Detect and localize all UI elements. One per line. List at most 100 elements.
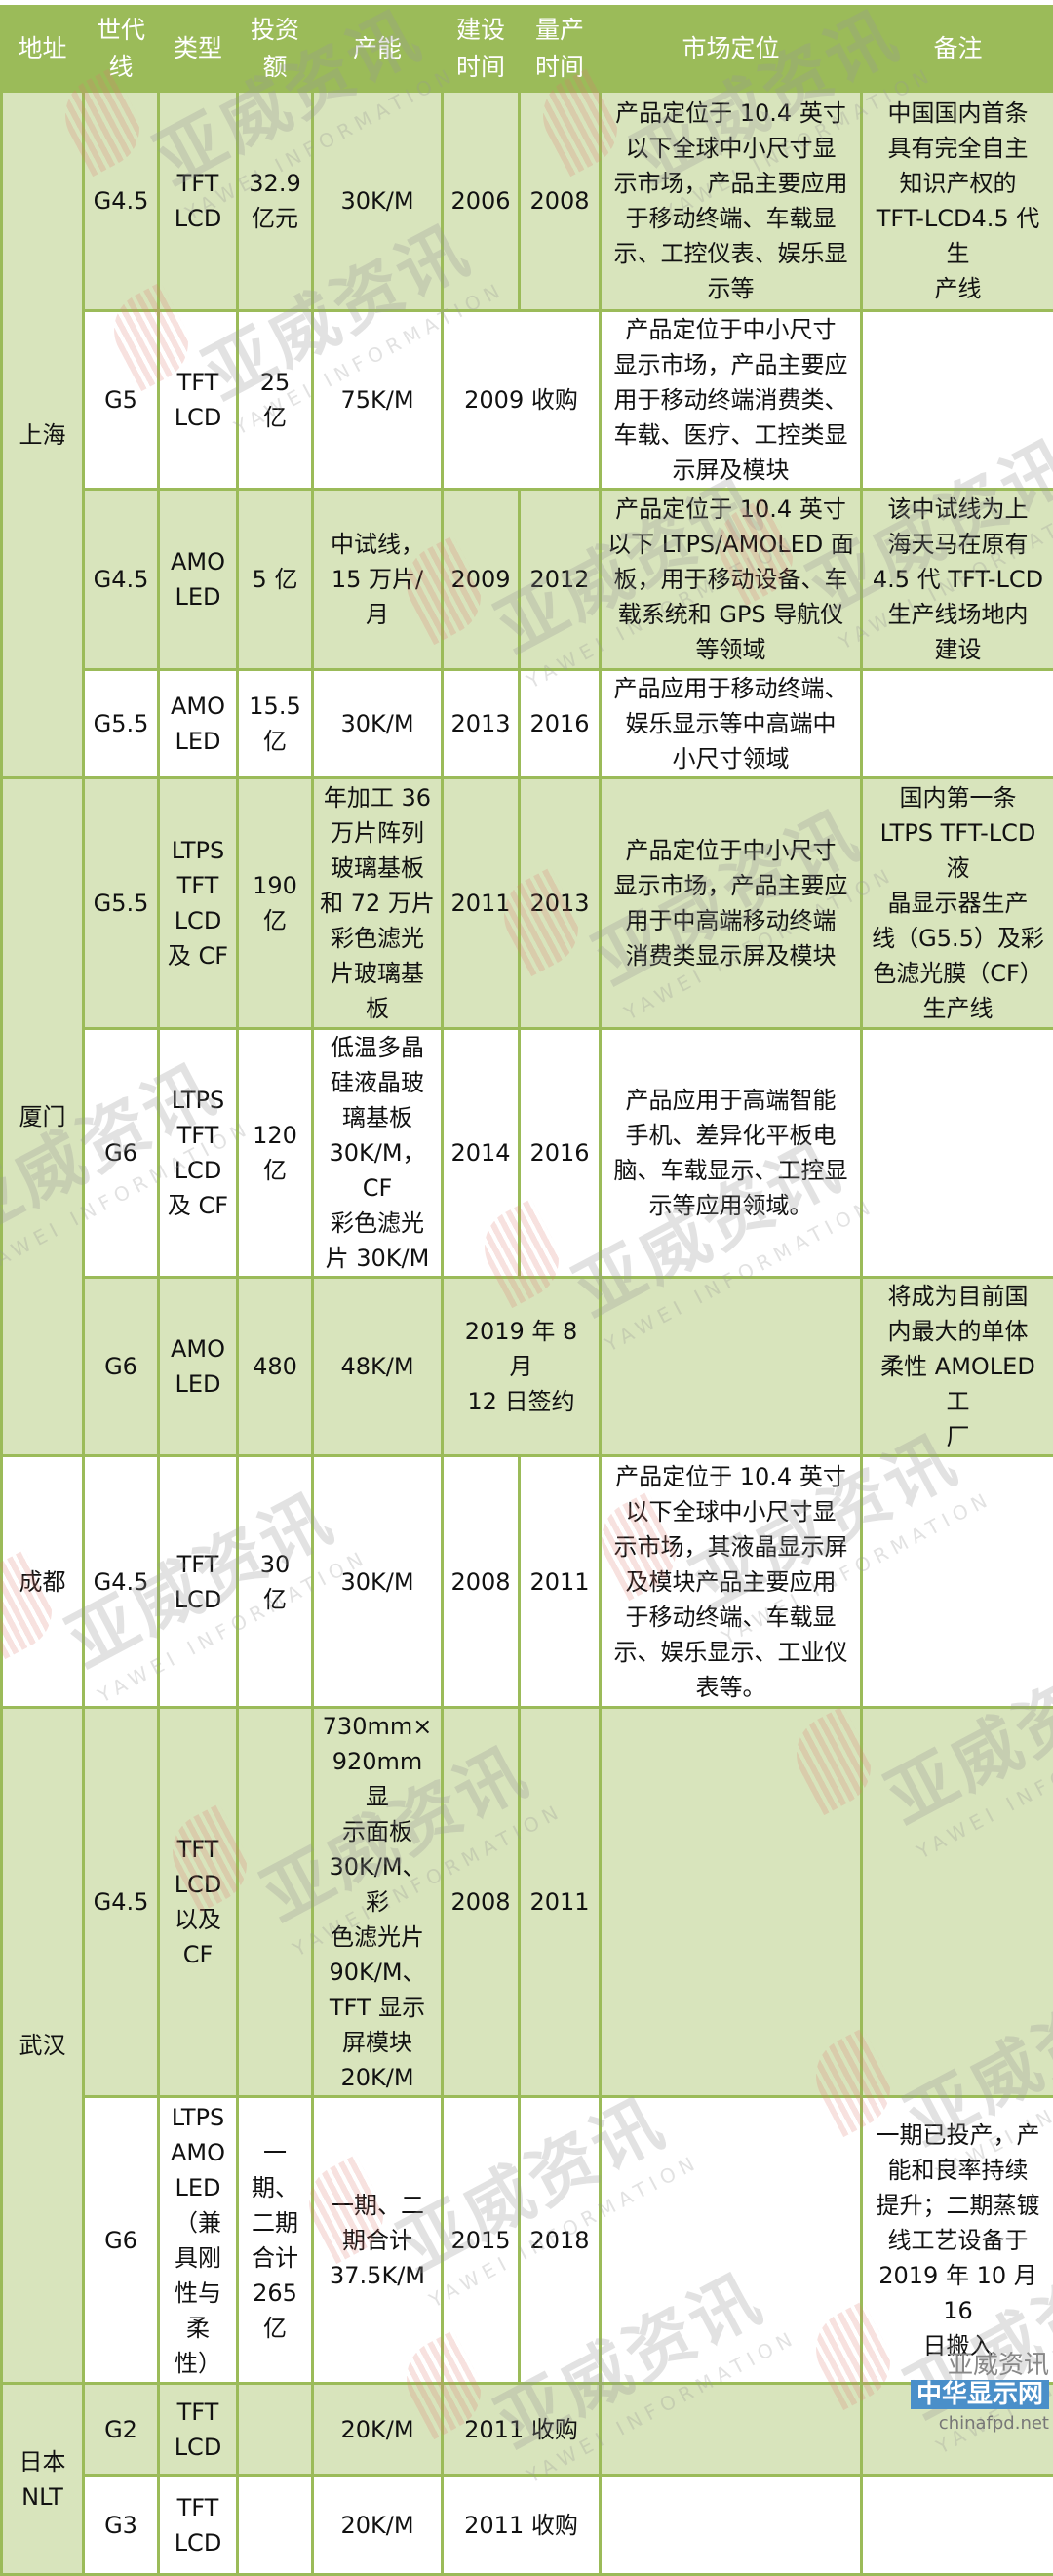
header-mass-production-time: 量产 时间: [520, 7, 601, 92]
cell-remarks: [862, 2476, 1053, 2575]
cell-market-positioning: 产品定位于中小尺寸 显示市场，产品主要应 用于中高端移动终端 消费类显示屏及模块: [601, 778, 862, 1029]
cell-type: TFT LCD: [159, 92, 238, 311]
cell-remarks: 一期已投产，产 能和良率持续 提升；二期蒸镀 线工艺设备于 2019 年 10 …: [862, 2097, 1053, 2384]
cell-remarks: [862, 1029, 1053, 1278]
cell-generation: G4.5: [84, 1456, 159, 1708]
cell-mass-production-time: 2011: [520, 1708, 601, 2097]
cell-generation: G4.5: [84, 490, 159, 670]
cell-investment: 一 期、 二期 合计 265 亿: [238, 2097, 313, 2384]
cell-build-time: 2013: [443, 670, 520, 778]
cell-type: AMO LED: [159, 1278, 238, 1456]
cell-market-positioning: [601, 1708, 862, 2097]
cell-market-positioning: [601, 2476, 862, 2575]
cell-type: TFT LCD 以及 CF: [159, 1708, 238, 2097]
cell-market-positioning: [601, 2097, 862, 2384]
cell-build-time: 2014: [443, 1029, 520, 1278]
cell-type: TFT LCD: [159, 311, 238, 490]
cell-mass-production-time: 2016: [520, 670, 601, 778]
cell-mass-production-time: 2008: [520, 92, 601, 311]
cell-type: TFT LCD: [159, 2476, 238, 2575]
cell-investment: 15.5 亿: [238, 670, 313, 778]
cell-capacity: 48K/M: [313, 1278, 443, 1456]
cell-remarks: [862, 670, 1053, 778]
cell-generation: G2: [84, 2384, 159, 2476]
cell-market-positioning: 产品定位于 10.4 英寸 以下全球中小尺寸显 示市场，其液晶显示屏 及模块产品…: [601, 1456, 862, 1708]
cell-investment: 120 亿: [238, 1029, 313, 1278]
cell-build-time: 2009: [443, 490, 520, 670]
cell-capacity: 20K/M: [313, 2476, 443, 2575]
cell-address: 成都: [2, 1456, 84, 1708]
cell-generation: G3: [84, 2476, 159, 2575]
cell-capacity: 中试线， 15 万片/ 月: [313, 490, 443, 670]
site-url: chinafpd.net: [911, 2409, 1049, 2438]
header-type: 类型: [159, 7, 238, 92]
cell-address: 日本 NLT: [2, 2384, 84, 2575]
cell-market-positioning: 产品定位于中小尺寸 显示市场，产品主要应 用于移动终端消费类、 车载、医疗、工控…: [601, 311, 862, 490]
cell-type: AMO LED: [159, 490, 238, 670]
cell-generation: G6: [84, 1029, 159, 1278]
cell-build-mass-time: 2009 收购: [443, 311, 601, 490]
cell-type: TFT LCD: [159, 1456, 238, 1708]
cell-build-time: 2015: [443, 2097, 520, 2384]
cell-build-time: 2006: [443, 92, 520, 311]
cell-investment: 190 亿: [238, 778, 313, 1029]
header-address: 地址: [2, 7, 84, 92]
cell-mass-production-time: 2012: [520, 490, 601, 670]
cell-generation: G6: [84, 2097, 159, 2384]
cell-type: LTPS AMO LED （兼 具刚 性与 柔 性）: [159, 2097, 238, 2384]
cell-generation: G5.5: [84, 670, 159, 778]
cell-investment: 25 亿: [238, 311, 313, 490]
cell-build-mass-time: 2019 年 8 月 12 日签约: [443, 1278, 601, 1456]
table-header-row: 地址世代 线类型投资 额产能建设 时间量产 时间市场定位备注: [2, 7, 1053, 92]
cell-capacity: 30K/M: [313, 670, 443, 778]
cell-build-time: 2008: [443, 1456, 520, 1708]
cell-investment: [238, 2476, 313, 2575]
cell-market-positioning: 产品应用于移动终端、 娱乐显示等中高端中 小尺寸领域: [601, 670, 862, 778]
cell-mass-production-time: 2018: [520, 2097, 601, 2384]
cell-market-positioning: 产品应用于高端智能 手机、差异化平板电 脑、车载显示、工控显 示等应用领域。: [601, 1029, 862, 1278]
header-capacity: 产能: [313, 7, 443, 92]
cell-capacity: 低温多晶 硅液晶玻 璃基板 30K/M，CF 彩色滤光 片 30K/M: [313, 1029, 443, 1278]
wechat-account-label: 亚威资讯: [911, 2351, 1049, 2380]
cell-investment: [238, 2384, 313, 2476]
footer-logo: 亚威资讯 中华显示网 chinafpd.net: [911, 2351, 1049, 2438]
header-investment: 投资 额: [238, 7, 313, 92]
cell-mass-production-time: 2011: [520, 1456, 601, 1708]
cell-generation: G5.5: [84, 778, 159, 1029]
cell-build-time: 2011: [443, 778, 520, 1029]
cell-address: 上海: [2, 92, 84, 778]
cell-type: LTPS TFT LCD 及 CF: [159, 778, 238, 1029]
cell-type: AMO LED: [159, 670, 238, 778]
cell-market-positioning: 产品定位于 10.4 英寸 以下 LTPS/AMOLED 面 板，用于移动设备、…: [601, 490, 862, 670]
cell-market-positioning: [601, 1278, 862, 1456]
cell-remarks: [862, 1708, 1053, 2097]
cell-investment: 32.9 亿元: [238, 92, 313, 311]
header-build-time: 建设 时间: [443, 7, 520, 92]
header-remarks: 备注: [862, 7, 1053, 92]
cell-generation: G4.5: [84, 1708, 159, 2097]
cell-mass-production-time: 2016: [520, 1029, 601, 1278]
cell-remarks: 该中试线为上 海天马在原有 4.5 代 TFT-LCD 生产线场地内 建设: [862, 490, 1053, 670]
cell-remarks: 国内第一条 LTPS TFT-LCD 液 晶显示器生产 线（G5.5）及彩 色滤…: [862, 778, 1053, 1029]
site-name: 中华显示网: [911, 2380, 1049, 2409]
cell-investment: [238, 1708, 313, 2097]
cell-investment: 480: [238, 1278, 313, 1456]
cell-market-positioning: 产品定位于 10.4 英寸 以下全球中小尺寸显 示市场，产品主要应用 于移动终端…: [601, 92, 862, 311]
cell-capacity: 30K/M: [313, 1456, 443, 1708]
cell-build-time: 2008: [443, 1708, 520, 2097]
cell-build-mass-time: 2011 收购: [443, 2476, 601, 2575]
cell-remarks: 中国国内首条 具有完全自主 知识产权的 TFT-LCD4.5 代生 产线: [862, 92, 1053, 311]
cell-address: 武汉: [2, 1708, 84, 2384]
cell-remarks: [862, 1456, 1053, 1708]
cell-generation: G5: [84, 311, 159, 490]
cell-generation: G4.5: [84, 92, 159, 311]
